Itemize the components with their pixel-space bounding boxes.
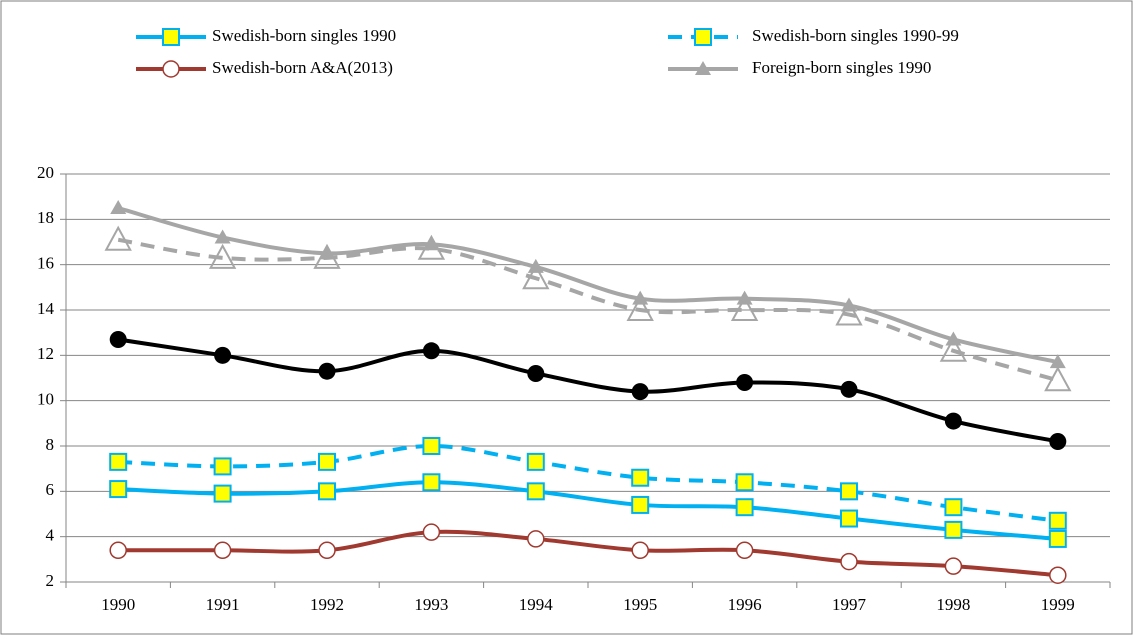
y-tick-label: 18: [37, 208, 54, 227]
marker: [318, 541, 336, 560]
marker: [422, 437, 441, 455]
marker: [841, 297, 857, 312]
y-tick-label: 8: [46, 435, 55, 454]
marker: [944, 498, 963, 517]
marker: [631, 495, 650, 514]
y-tick-label: 10: [37, 390, 54, 409]
marker: [626, 295, 654, 321]
marker: [422, 342, 440, 360]
y-tick-label: 20: [37, 163, 54, 182]
marker: [840, 482, 858, 501]
y-tick-label: 6: [46, 480, 55, 499]
marker: [735, 498, 754, 517]
x-tick-label: 1997: [832, 595, 867, 614]
marker: [631, 468, 650, 487]
y-tick-label: 12: [37, 344, 54, 363]
marker: [109, 541, 127, 560]
marker: [944, 412, 962, 430]
marker: [631, 383, 649, 401]
marker: [214, 346, 232, 364]
x-tick-label: 1999: [1041, 595, 1075, 614]
marker: [109, 480, 128, 499]
legend-marker: [695, 61, 711, 75]
marker: [840, 552, 858, 571]
marker: [110, 200, 127, 214]
x-tick-label: 1996: [728, 595, 762, 614]
marker: [109, 330, 127, 348]
marker: [526, 482, 545, 501]
series-line: [118, 529, 1058, 578]
legend-marker: [162, 60, 180, 78]
marker: [422, 473, 441, 492]
marker: [1049, 354, 1066, 369]
marker: [522, 264, 550, 290]
legend-marker: [694, 28, 712, 46]
legend-label: Swedish-born singles 1990: [212, 26, 396, 45]
legend-label: Foreign-born singles 1990: [752, 58, 931, 77]
marker: [1048, 511, 1067, 530]
marker: [213, 541, 232, 560]
marker: [318, 362, 336, 380]
marker: [319, 245, 335, 260]
marker: [422, 523, 441, 541]
marker: [631, 541, 649, 560]
series-line: [117, 206, 1059, 365]
marker: [208, 243, 237, 269]
x-tick-label: 1993: [414, 595, 448, 614]
marker: [1049, 566, 1067, 584]
x-tick-label: 1990: [101, 595, 135, 614]
marker: [736, 374, 754, 392]
marker: [945, 331, 962, 346]
legend-label: Swedish-born A&A(2013): [212, 58, 393, 77]
series-line: [118, 443, 1059, 523]
y-tick-label: 2: [46, 571, 55, 590]
marker: [214, 229, 231, 244]
y-tick-label: 16: [37, 254, 54, 273]
marker: [318, 482, 336, 501]
marker: [730, 295, 759, 321]
legend-label: Swedish-born singles 1990-99: [752, 26, 959, 45]
marker: [1044, 366, 1072, 392]
legend-marker: [162, 28, 180, 46]
marker: [318, 452, 336, 471]
marker: [527, 364, 545, 382]
marker: [735, 473, 754, 492]
x-tick-label: 1994: [519, 595, 554, 614]
marker: [835, 300, 863, 326]
marker: [213, 457, 232, 476]
marker: [526, 452, 545, 471]
marker: [527, 258, 544, 273]
marker: [104, 225, 132, 251]
series-line: [118, 480, 1058, 541]
y-tick-label: 4: [46, 526, 55, 545]
marker: [939, 336, 968, 362]
x-tick-label: 1991: [206, 595, 240, 614]
series-line: [117, 337, 1059, 444]
x-tick-label: 1998: [936, 595, 970, 614]
marker: [213, 484, 232, 503]
x-tick-label: 1995: [623, 595, 657, 614]
marker: [1049, 432, 1067, 450]
marker: [944, 520, 963, 539]
marker: [840, 380, 858, 398]
marker: [1048, 529, 1067, 548]
x-tick-label: 1992: [310, 595, 344, 614]
marker: [423, 236, 440, 251]
marker: [109, 452, 128, 471]
marker: [735, 541, 754, 560]
y-tick-label: 14: [37, 299, 55, 318]
marker: [944, 557, 963, 575]
marker: [840, 509, 858, 528]
marker: [632, 290, 649, 305]
marker: [736, 290, 753, 305]
marker: [527, 530, 545, 548]
